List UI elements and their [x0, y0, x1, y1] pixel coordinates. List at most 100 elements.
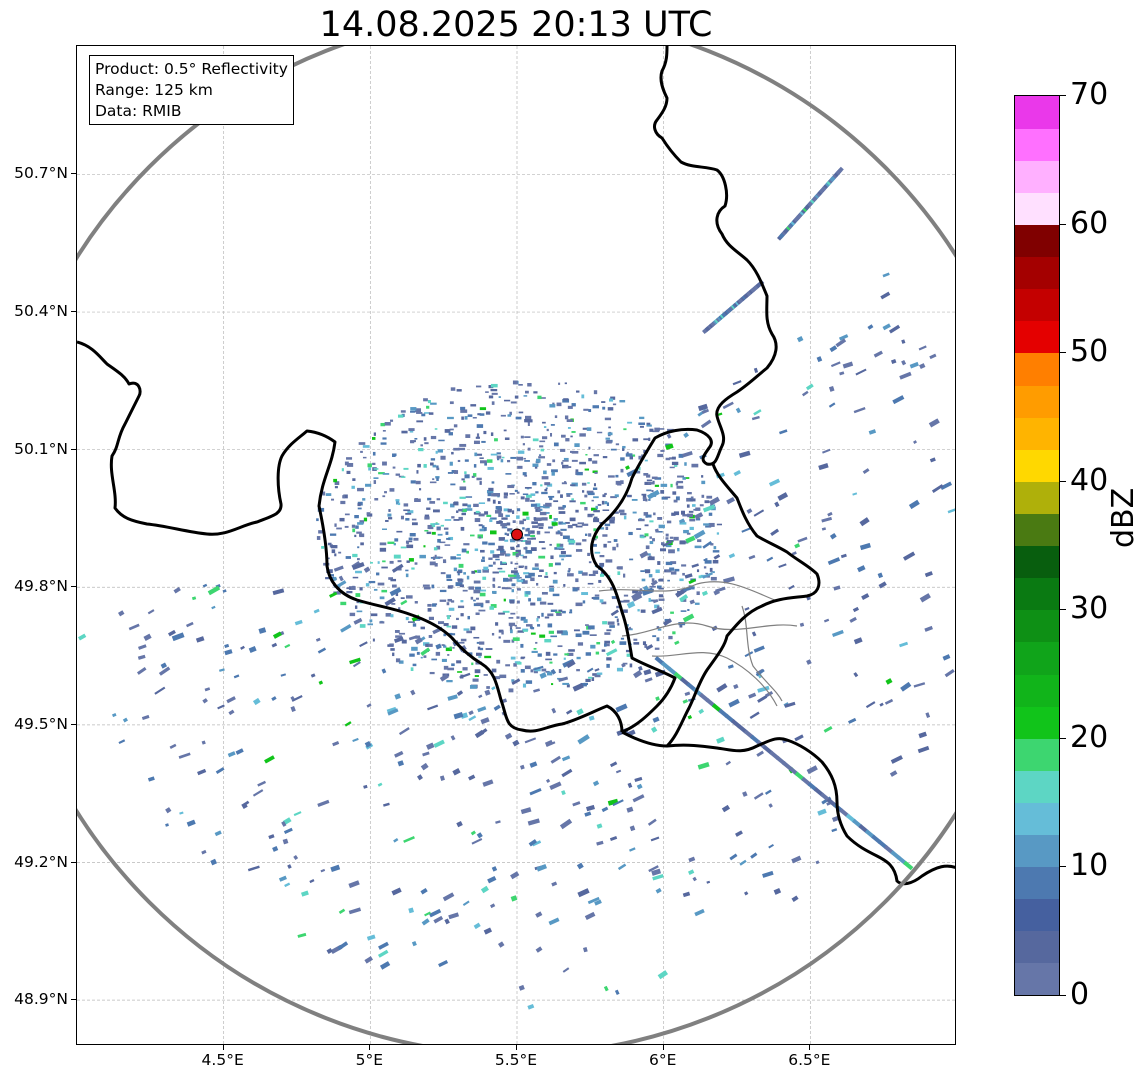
echo-cell	[590, 543, 597, 547]
echo-cell	[443, 633, 447, 637]
echo-cell	[571, 498, 574, 501]
echo-cell	[436, 545, 441, 550]
echo-cell	[394, 538, 399, 542]
colorbar-segment	[1015, 481, 1059, 514]
echo-cell	[420, 444, 423, 447]
echo-cell	[527, 447, 531, 451]
echo-cell	[477, 413, 482, 416]
echo-cell	[416, 412, 423, 414]
echo-cell	[553, 653, 558, 656]
echo-cell	[416, 774, 423, 781]
echo-cell	[668, 635, 673, 640]
echo-cell	[316, 536, 321, 540]
echo-cell	[682, 572, 685, 576]
echo-cell	[606, 663, 610, 668]
echo-cell	[431, 658, 438, 661]
echo-cell	[650, 579, 658, 587]
echo-cell	[382, 560, 386, 563]
echo-cell	[553, 442, 559, 447]
echo-cell	[327, 542, 332, 546]
echo-cell	[486, 489, 494, 494]
echo-cell	[405, 573, 409, 578]
echo-cell	[388, 577, 394, 580]
echo-cell	[430, 458, 436, 461]
echo-cell	[474, 518, 481, 523]
radar-site-marker[interactable]	[511, 528, 523, 541]
echo-cell	[561, 768, 573, 778]
echo-cell	[468, 715, 477, 722]
echo-cell	[450, 556, 456, 560]
echo-cell	[862, 468, 870, 475]
echo-cell	[562, 398, 570, 403]
echo-cell	[240, 645, 245, 650]
echo-cell	[665, 544, 672, 548]
echo-cell	[610, 639, 616, 645]
echo-cell	[334, 481, 340, 486]
echo-cell	[880, 291, 891, 300]
echo-cell	[202, 583, 208, 588]
echo-cell	[654, 647, 660, 650]
echo-cell	[398, 607, 401, 611]
echo-cell	[903, 551, 916, 561]
echo-cell	[683, 432, 690, 439]
echo-cell	[424, 516, 430, 520]
subdivision-line	[598, 581, 778, 602]
echo-cell	[401, 639, 407, 644]
echo-cell	[658, 587, 664, 590]
echo-cell	[550, 609, 558, 612]
echo-cell	[682, 891, 691, 898]
echo-cell	[746, 508, 753, 514]
echo-cell	[443, 645, 447, 648]
echo-cell	[473, 440, 480, 445]
echo-cell	[559, 818, 573, 830]
echo-cell	[515, 416, 522, 420]
colorbar-segment	[1015, 256, 1059, 290]
echo-cell	[530, 577, 535, 582]
echo-cell	[136, 666, 147, 675]
echo-cell	[344, 721, 352, 727]
echo-cell	[616, 543, 619, 548]
country-borders	[77, 46, 955, 886]
echo-cell	[384, 597, 396, 607]
echo-cell	[575, 542, 582, 546]
echo-cell	[562, 460, 569, 462]
echo-cell	[517, 544, 520, 548]
echo-cell	[334, 553, 337, 557]
echo-cell	[403, 509, 410, 512]
echo-cell	[504, 539, 509, 542]
echo-cell	[475, 510, 480, 514]
echo-cell	[566, 494, 571, 497]
echo-cell	[435, 643, 442, 650]
radar-map[interactable]	[76, 45, 956, 1045]
echo-cell	[389, 488, 395, 492]
echo-cell	[446, 537, 451, 540]
echo-cell	[516, 578, 519, 582]
echo-cell	[505, 587, 512, 590]
colorbar	[1014, 95, 1060, 996]
echo-cell	[393, 636, 404, 644]
echo-cell	[682, 613, 695, 623]
echo-cell	[396, 530, 403, 533]
echo-cell	[340, 601, 347, 606]
echo-cell	[165, 807, 172, 814]
echo-cell	[471, 570, 476, 574]
echo-cell	[435, 476, 440, 479]
echo-cell	[378, 472, 385, 475]
echo-cell	[466, 630, 472, 634]
echo-cell	[546, 463, 552, 466]
echo-cell	[498, 629, 504, 633]
echo-cell	[748, 554, 756, 560]
echo-cell	[501, 517, 508, 520]
echo-cell	[440, 572, 446, 575]
echo-cell	[434, 554, 437, 558]
echo-cell	[381, 668, 387, 674]
echo-cell	[575, 525, 583, 528]
echo-cell	[487, 466, 494, 470]
echo-cell	[524, 460, 530, 462]
echo-cell	[708, 512, 713, 516]
echo-cell	[470, 626, 476, 631]
echo-cell	[488, 564, 493, 567]
echo-cell	[677, 475, 685, 478]
echo-cell	[310, 673, 316, 678]
echo-cell	[423, 586, 431, 590]
